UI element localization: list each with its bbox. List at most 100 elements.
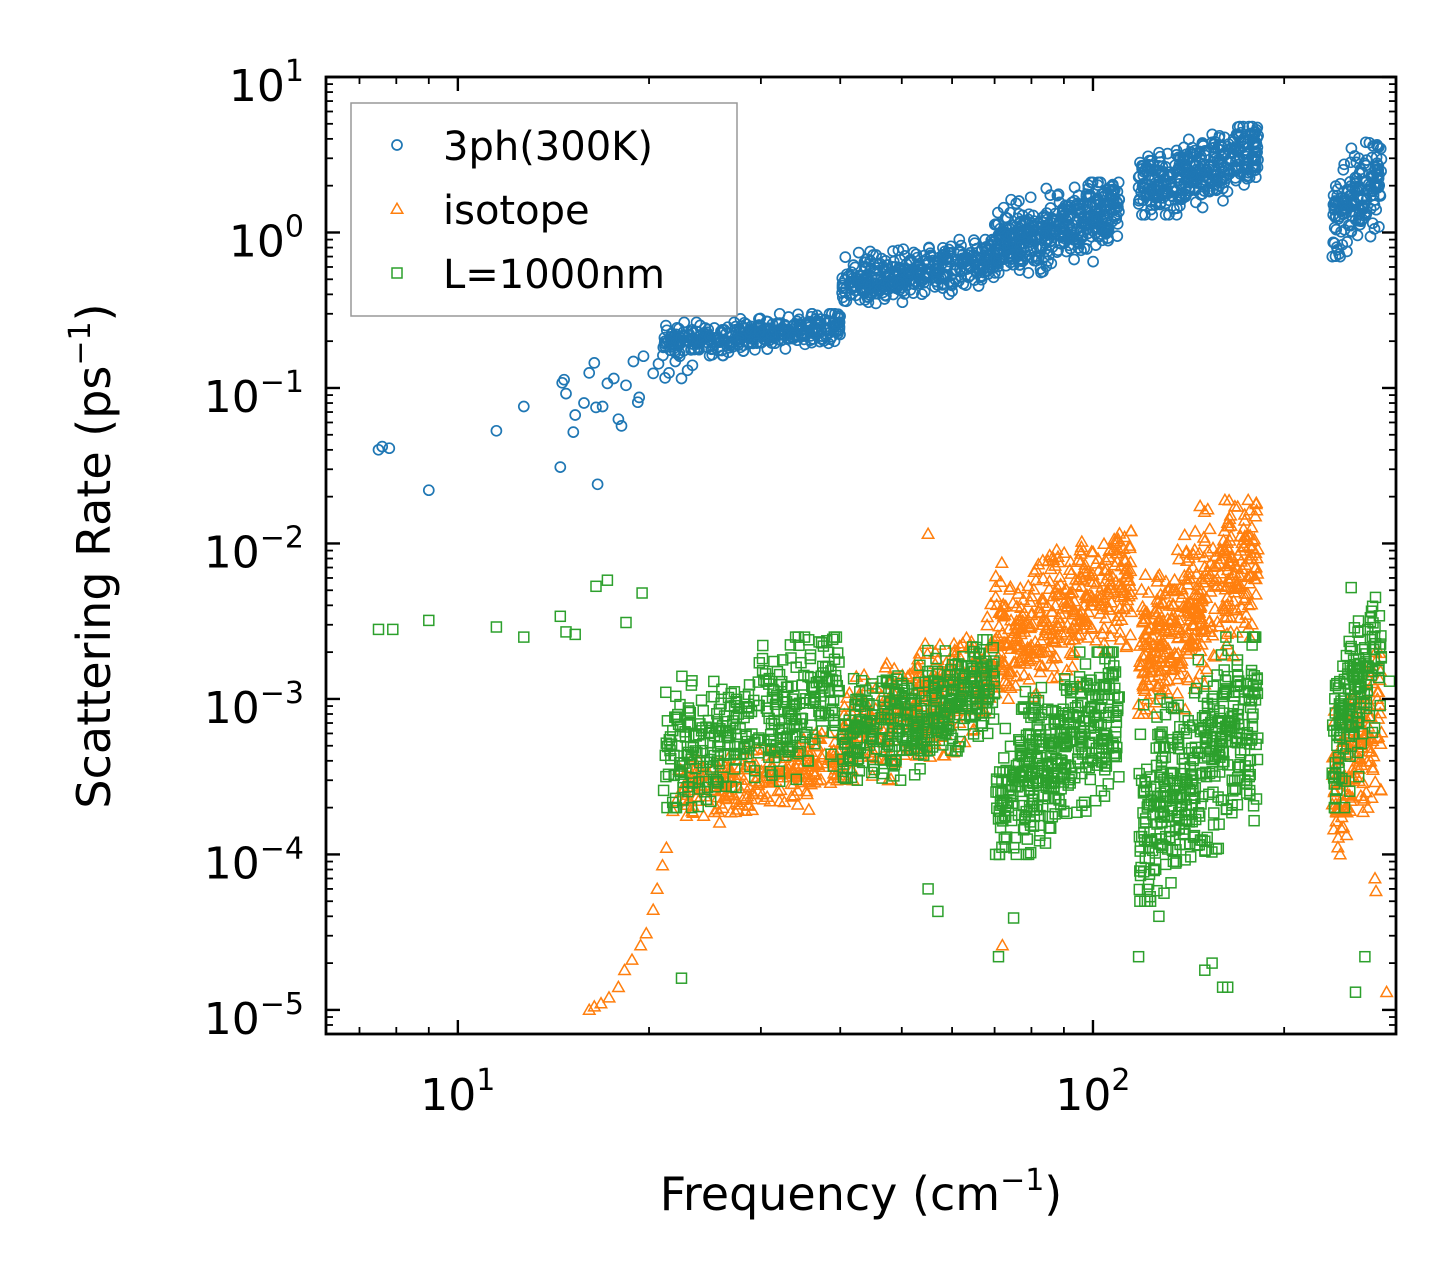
data-point <box>1156 636 1171 649</box>
data-point <box>1057 776 1070 788</box>
data-point <box>1171 552 1186 565</box>
data-point <box>1366 748 1381 762</box>
data-point <box>1206 846 1218 858</box>
data-point <box>1192 545 1207 559</box>
data-point <box>1364 230 1377 243</box>
data-point <box>715 697 727 709</box>
data-point <box>1036 571 1051 584</box>
data-point <box>1153 910 1165 923</box>
data-point <box>729 722 741 735</box>
data-point <box>1044 822 1057 834</box>
data-point <box>1240 569 1255 583</box>
data-point <box>1039 614 1054 628</box>
data-point <box>1249 686 1261 698</box>
data-point <box>878 695 891 707</box>
data-point <box>878 707 890 720</box>
data-point <box>781 730 793 742</box>
data-point <box>813 675 825 688</box>
data-point <box>955 270 967 283</box>
data-point <box>790 756 805 769</box>
data-point <box>673 330 685 343</box>
data-point <box>1111 532 1126 545</box>
data-point <box>856 756 869 769</box>
data-point <box>936 680 949 692</box>
data-point <box>997 673 1012 687</box>
data-point <box>1197 559 1212 573</box>
data-point <box>1155 766 1168 778</box>
data-point <box>785 712 797 725</box>
data-point <box>1039 837 1052 849</box>
data-point <box>741 798 756 811</box>
data-point <box>1200 736 1213 749</box>
data-point <box>1006 781 1018 793</box>
data-point <box>968 234 980 246</box>
data-point <box>765 327 777 340</box>
data-point <box>1150 678 1165 692</box>
data-point <box>664 341 677 353</box>
data-point <box>1191 588 1206 602</box>
data-point <box>799 728 811 741</box>
data-point <box>804 776 819 790</box>
data-point <box>1139 630 1154 643</box>
data-point <box>1194 571 1209 584</box>
data-point <box>1344 642 1357 655</box>
data-point <box>750 784 765 797</box>
data-point <box>1238 557 1253 571</box>
data-point <box>602 990 617 1003</box>
data-point <box>816 725 829 737</box>
data-point <box>957 718 969 731</box>
data-point <box>1168 203 1180 215</box>
data-point <box>910 652 925 665</box>
data-point <box>1119 639 1134 653</box>
data-point <box>847 672 860 685</box>
data-point <box>1338 158 1351 171</box>
data-point <box>1139 776 1151 789</box>
data-point <box>1116 541 1131 555</box>
data-point <box>1087 754 1099 767</box>
data-point <box>802 634 815 646</box>
data-point <box>749 771 761 784</box>
data-point <box>708 675 720 688</box>
data-point <box>1077 565 1092 578</box>
data-point <box>779 690 791 703</box>
data-point <box>1192 807 1205 819</box>
data-point <box>1072 744 1085 756</box>
data-point <box>866 766 878 779</box>
data-point <box>1001 691 1016 705</box>
data-point <box>1172 151 1185 164</box>
data-point <box>1211 669 1223 681</box>
data-point <box>1241 492 1256 506</box>
data-point <box>1078 587 1093 601</box>
data-point <box>1063 209 1076 221</box>
data-point <box>715 344 728 357</box>
data-point <box>612 413 625 426</box>
data-point <box>1004 765 1016 777</box>
data-point <box>1067 632 1082 645</box>
data-point <box>750 337 763 349</box>
data-point <box>1358 207 1371 220</box>
data-point <box>1113 632 1128 645</box>
data-point <box>815 708 828 720</box>
data-point <box>892 244 905 257</box>
data-point <box>650 881 665 894</box>
data-point <box>790 773 803 786</box>
data-point <box>957 248 969 261</box>
data-point <box>980 617 995 631</box>
data-point <box>866 682 879 694</box>
data-point <box>1355 194 1368 206</box>
data-point <box>1233 578 1248 592</box>
data-point <box>1117 601 1132 615</box>
data-point <box>1049 618 1064 631</box>
data-point <box>1098 790 1111 802</box>
data-point <box>743 679 756 691</box>
data-point <box>1187 785 1199 797</box>
data-point <box>1241 154 1254 166</box>
data-point <box>659 840 674 854</box>
data-point <box>1227 499 1242 512</box>
data-point <box>1170 686 1185 699</box>
data-point <box>1189 792 1201 805</box>
data-point <box>1181 672 1196 686</box>
data-point <box>1184 761 1197 773</box>
data-point <box>958 668 971 681</box>
data-point <box>990 628 1005 642</box>
